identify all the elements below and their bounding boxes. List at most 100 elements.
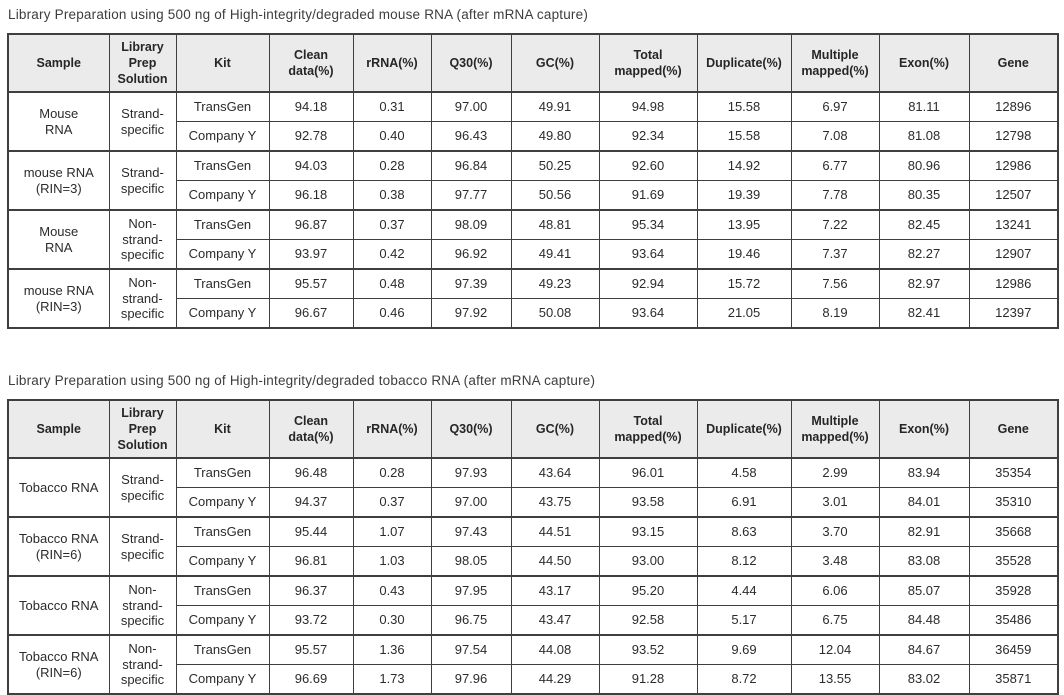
col-header-11: Gene — [968, 33, 1059, 93]
value-cell: 0.42 — [352, 239, 432, 270]
value-cell: 0.38 — [352, 180, 432, 211]
kit-cell: TransGen — [175, 575, 270, 606]
value-cell: 3.48 — [790, 546, 880, 577]
value-cell: 6.97 — [790, 91, 880, 122]
col-header-7: Total mapped(%) — [598, 33, 698, 93]
kit-cell: TransGen — [175, 457, 270, 488]
value-cell: 97.96 — [430, 664, 512, 695]
value-cell: 96.67 — [268, 298, 354, 329]
value-cell: 12907 — [968, 239, 1059, 270]
col-header-5: Q30(%) — [430, 33, 512, 93]
value-cell: 92.78 — [268, 121, 354, 152]
value-cell: 13241 — [968, 209, 1059, 240]
kit-cell: Company Y — [175, 298, 270, 329]
table-row: Mouse RNA Strand-specific TransGen 94.18 0.3… — [7, 91, 1059, 152]
table-row: Tobacco RNA (RIN=6) Non-strand-specific Tr… — [7, 634, 1059, 695]
value-cell: 94.03 — [268, 150, 354, 181]
value-cell: 7.78 — [790, 180, 880, 211]
value-cell: 91.69 — [598, 180, 698, 211]
sample-cell: Mouse RNA — [7, 209, 110, 270]
col-header-4: rRNA(%) — [352, 399, 432, 459]
value-cell: 83.94 — [878, 457, 970, 488]
value-cell: 49.41 — [510, 239, 600, 270]
value-cell: 91.28 — [598, 664, 698, 695]
value-cell: 82.41 — [878, 298, 970, 329]
value-cell: 81.08 — [878, 121, 970, 152]
table-row: Tobacco RNA Strand-specific TransGen 96.48 0… — [7, 457, 1059, 518]
kit-cell: Company Y — [175, 487, 270, 518]
kit-cell: Company Y — [175, 121, 270, 152]
table-row: Tobacco RNA (RIN=6) Strand-specific TransG… — [7, 516, 1059, 577]
col-header-10: Exon(%) — [878, 399, 970, 459]
col-header-3: Clean data(%) — [268, 33, 354, 93]
value-cell: 92.94 — [598, 268, 698, 299]
value-cell: 80.96 — [878, 150, 970, 181]
value-cell: 84.67 — [878, 634, 970, 665]
col-header-7: Total mapped(%) — [598, 399, 698, 459]
value-cell: 15.58 — [696, 121, 792, 152]
value-cell: 35668 — [968, 516, 1059, 547]
value-cell: 35354 — [968, 457, 1059, 488]
value-cell: 15.58 — [696, 91, 792, 122]
value-cell: 95.34 — [598, 209, 698, 240]
value-cell: 95.20 — [598, 575, 698, 606]
value-cell: 97.00 — [430, 487, 512, 518]
prep-solution-cell: Strand-specific — [108, 457, 177, 518]
value-cell: 15.72 — [696, 268, 792, 299]
sample-cell: mouse RNA (RIN=3) — [7, 268, 110, 329]
value-cell: 80.35 — [878, 180, 970, 211]
table-row: Company Y 96.81 1.03 98.05 44.50 93.00 8.12 3.4… — [8, 546, 1059, 577]
kit-cell: TransGen — [175, 516, 270, 547]
value-cell: 7.37 — [790, 239, 880, 270]
value-cell: 35928 — [968, 575, 1059, 606]
value-cell: 35871 — [968, 664, 1059, 695]
col-header-0: Sample — [7, 399, 110, 459]
value-cell: 93.52 — [598, 634, 698, 665]
col-header-0: Sample — [7, 33, 110, 93]
col-header-1: Library Prep Solution — [108, 399, 177, 459]
table-title: Library Preparation using 500 ng of High… — [8, 373, 596, 388]
table-row: mouse RNA (RIN=3) Strand-specific TransGen… — [7, 150, 1059, 211]
value-cell: 94.37 — [268, 487, 354, 518]
table-row: Company Y 96.67 0.46 97.92 50.08 93.64 21.05 8.… — [8, 298, 1059, 329]
value-cell: 96.37 — [268, 575, 354, 606]
col-header-3: Clean data(%) — [268, 399, 354, 459]
value-cell: 12507 — [968, 180, 1059, 211]
value-cell: 0.31 — [352, 91, 432, 122]
prep-solution-cell: Non-strand-specific — [108, 575, 177, 636]
value-cell: 93.97 — [268, 239, 354, 270]
value-cell: 50.25 — [510, 150, 600, 181]
mouse-rna-table-section: Library Preparation using 500 ng of High… — [7, 7, 1059, 329]
value-cell: 43.75 — [510, 487, 600, 518]
prep-solution-cell: Non-strand-specific — [108, 268, 177, 329]
value-cell: 1.03 — [352, 546, 432, 577]
kit-cell: Company Y — [175, 605, 270, 636]
value-cell: 49.91 — [510, 91, 600, 122]
kit-cell: TransGen — [175, 150, 270, 181]
kit-cell: Company Y — [175, 239, 270, 270]
sample-cell: Tobacco RNA — [7, 457, 110, 518]
value-cell: 12.04 — [790, 634, 880, 665]
value-cell: 6.06 — [790, 575, 880, 606]
kit-cell: TransGen — [175, 209, 270, 240]
col-header-10: Exon(%) — [878, 33, 970, 93]
value-cell: 12986 — [968, 150, 1059, 181]
value-cell: 98.05 — [430, 546, 512, 577]
value-cell: 4.44 — [696, 575, 792, 606]
col-header-5: Q30(%) — [430, 399, 512, 459]
mouse-rna-data-table: Sample Library Prep Solution Kit Clean data… — [7, 33, 1059, 329]
value-cell: 0.28 — [352, 457, 432, 488]
table-body: Mouse RNA Strand-specific TransGen 94.18 0.3… — [7, 91, 1059, 329]
col-header-4: rRNA(%) — [352, 33, 432, 93]
value-cell: 6.91 — [696, 487, 792, 518]
table-row: Company Y 93.72 0.30 96.75 43.47 92.58 5.17 6.7… — [8, 605, 1059, 636]
table-row: Company Y 93.97 0.42 96.92 49.41 93.64 19.46 7.… — [8, 239, 1059, 270]
col-header-6: GC(%) — [510, 399, 600, 459]
value-cell: 48.81 — [510, 209, 600, 240]
value-cell: 4.58 — [696, 457, 792, 488]
col-header-9: Multiple mapped(%) — [790, 33, 880, 93]
kit-cell: TransGen — [175, 634, 270, 665]
col-header-6: GC(%) — [510, 33, 600, 93]
col-header-11: Gene — [968, 399, 1059, 459]
